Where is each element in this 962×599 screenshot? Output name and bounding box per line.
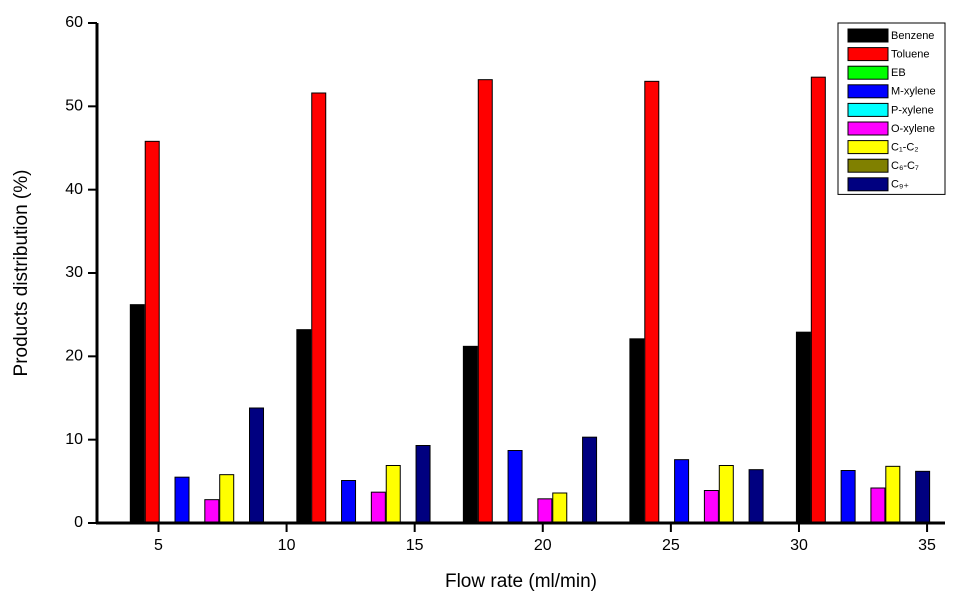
y-tick-label: 0	[74, 514, 83, 531]
legend-swatch	[847, 65, 889, 80]
bar	[129, 304, 145, 524]
y-tick-label: 30	[65, 264, 83, 281]
y-axis-title: Products distribution (%)	[11, 170, 32, 377]
bar	[174, 476, 190, 524]
legend-swatch	[847, 84, 889, 99]
bar	[644, 80, 660, 524]
legend-label: C₁-C₂	[891, 142, 919, 154]
bar	[370, 491, 386, 524]
x-tick-label: 35	[918, 537, 936, 554]
bar	[748, 469, 764, 524]
legend-label: M-xylene	[891, 86, 936, 98]
bar	[552, 492, 568, 524]
legend-label: Toluene	[891, 49, 930, 61]
y-tick-label: 40	[65, 181, 83, 198]
bar	[296, 329, 312, 524]
bar	[219, 474, 235, 524]
x-tick-label: 15	[406, 537, 424, 554]
bar	[507, 450, 523, 524]
bar	[385, 465, 401, 524]
y-tick-label: 10	[65, 431, 83, 448]
legend-label: O-xylene	[891, 123, 935, 135]
x-axis-title: Flow rate (ml/min)	[445, 571, 597, 592]
legend-swatch	[847, 28, 889, 43]
bar	[537, 498, 553, 524]
legend-label: C₉₊	[891, 179, 909, 191]
legend-label: C₆-C₇	[891, 160, 919, 172]
bar	[870, 487, 886, 524]
bar	[795, 331, 811, 524]
bar	[718, 465, 734, 524]
bar	[703, 490, 719, 524]
legend-swatch	[847, 158, 889, 173]
legend-swatch	[847, 102, 889, 117]
x-tick-label: 20	[534, 537, 552, 554]
bar	[915, 470, 931, 524]
bar	[674, 459, 690, 524]
legend-label: EB	[891, 67, 906, 79]
bar	[629, 338, 645, 524]
bar	[885, 465, 901, 524]
legend-label: P-xylene	[891, 104, 934, 116]
legend-swatch	[847, 177, 889, 192]
y-tick-label: 60	[65, 14, 83, 31]
bar	[840, 470, 856, 524]
bar	[582, 436, 598, 524]
legend-swatch	[847, 121, 889, 136]
bar	[249, 407, 265, 524]
legend-label: Benzene	[891, 30, 934, 42]
x-tick-label: 10	[278, 537, 296, 554]
bar	[477, 79, 493, 524]
legend-swatch	[847, 47, 889, 62]
bar	[341, 480, 357, 524]
bar	[311, 92, 327, 524]
bar	[144, 140, 160, 524]
bar	[415, 445, 431, 524]
bar	[810, 76, 826, 524]
x-tick-label: 30	[790, 537, 808, 554]
x-tick-label: 25	[662, 537, 680, 554]
x-tick-label: 5	[154, 537, 163, 554]
y-tick-label: 20	[65, 348, 83, 365]
bar	[462, 345, 478, 524]
legend-swatch	[847, 140, 889, 155]
bar	[204, 499, 220, 524]
y-tick-label: 50	[65, 98, 83, 115]
